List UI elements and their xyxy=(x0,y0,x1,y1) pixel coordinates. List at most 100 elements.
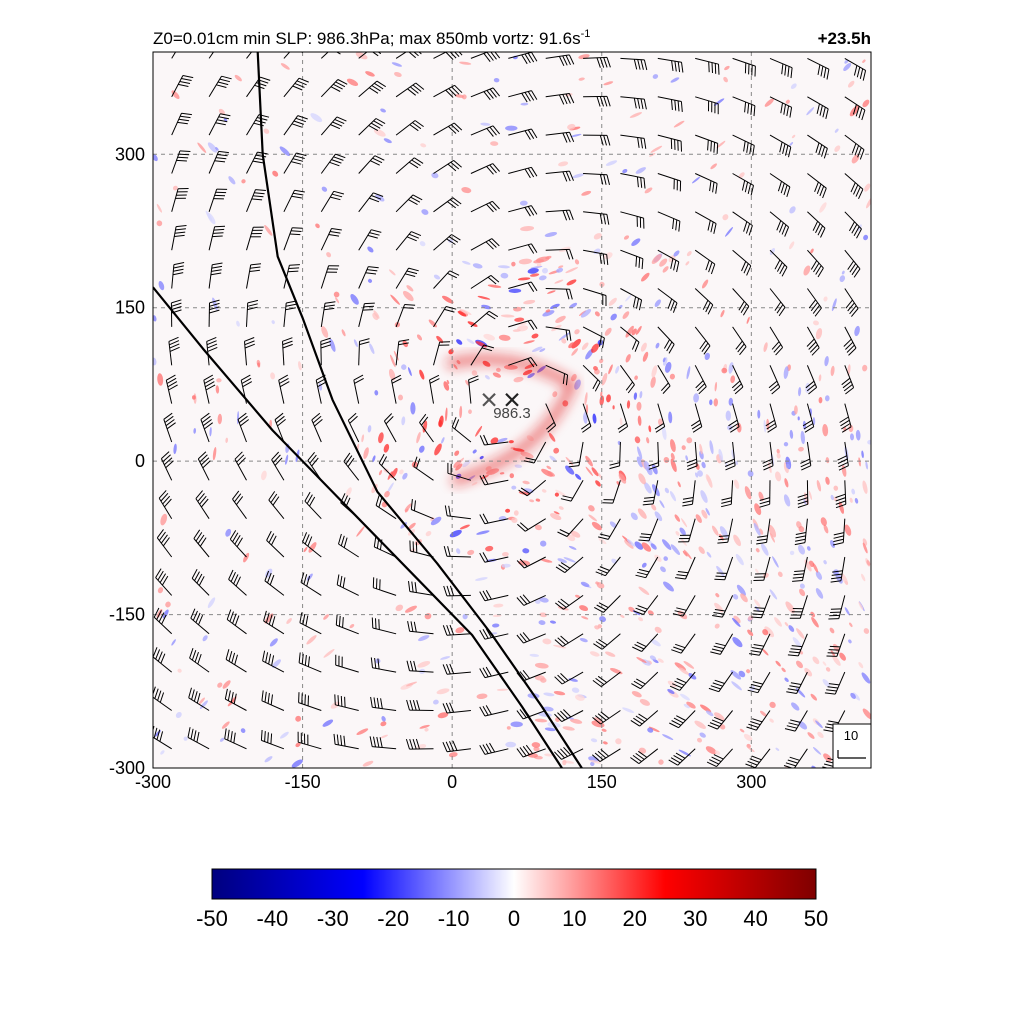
vorticity-cell xyxy=(202,635,208,642)
wind-barb xyxy=(669,710,696,729)
x-tick-label: -300 xyxy=(135,772,171,792)
vorticity-cell xyxy=(509,473,514,479)
vorticity-cell xyxy=(636,401,642,411)
wind-barb xyxy=(609,441,621,470)
vorticity-cell xyxy=(694,472,699,478)
vorticity-cell xyxy=(823,560,827,565)
wind-barb xyxy=(479,589,509,602)
vorticity-cell xyxy=(864,183,871,192)
vorticity-cell xyxy=(669,373,676,380)
vorticity-cell xyxy=(625,354,631,363)
min-slp-marker xyxy=(505,392,519,407)
vorticity-cell xyxy=(719,526,728,539)
vorticity-cell xyxy=(329,338,336,352)
vorticity-cell xyxy=(738,172,745,179)
vorticity-cell xyxy=(714,712,725,721)
wind-barb xyxy=(442,663,471,675)
colorbar-tick-label: -40 xyxy=(257,906,289,931)
vorticity-cell xyxy=(570,530,581,538)
wind-barb xyxy=(583,95,611,107)
vorticity-cell xyxy=(764,626,775,638)
vorticity-cell xyxy=(832,655,841,666)
vorticity-cell xyxy=(720,309,725,318)
vorticity-cell xyxy=(733,615,741,624)
wind-barb xyxy=(283,77,309,98)
vorticity-cell xyxy=(789,550,795,556)
vorticity-cell xyxy=(701,461,706,469)
vorticity-cell xyxy=(492,372,502,378)
vorticity-cell xyxy=(219,737,225,742)
vorticity-cell xyxy=(841,573,848,585)
vorticity-cell xyxy=(555,315,566,324)
vorticity-cell xyxy=(635,325,642,335)
colorbar-tick-label: -10 xyxy=(438,906,470,931)
vorticity-cell xyxy=(513,376,524,383)
wind-barb xyxy=(710,633,734,655)
wind-barb xyxy=(769,249,788,277)
vorticity-cell xyxy=(421,209,429,215)
vorticity-cell xyxy=(849,433,855,441)
vorticity-cell xyxy=(798,544,805,555)
vorticity-cell xyxy=(465,379,470,386)
vorticity-cell xyxy=(678,749,691,757)
vorticity-cell xyxy=(719,724,726,730)
vorticity-cell xyxy=(264,756,273,763)
vorticity-cell xyxy=(608,364,613,375)
vorticity-cell xyxy=(784,622,789,627)
vorticity-cell xyxy=(225,437,229,443)
vorticity-cell xyxy=(461,260,471,265)
wind-barb xyxy=(690,403,703,433)
wind-barb xyxy=(593,633,621,650)
vorticity-cell xyxy=(813,747,822,755)
vorticity-cell xyxy=(498,334,511,341)
vorticity-cell xyxy=(279,731,289,739)
vorticity-cell xyxy=(739,728,745,733)
wind-barb xyxy=(797,480,809,508)
vorticity-cell xyxy=(714,381,718,392)
vorticity-cell xyxy=(207,212,216,225)
vorticity-cell xyxy=(272,170,279,177)
vorticity-cell xyxy=(736,584,746,596)
vorticity-cell xyxy=(542,310,555,317)
wind-barb xyxy=(657,365,671,394)
vorticity-cell xyxy=(606,394,611,403)
vorticity-cell xyxy=(369,343,375,354)
vorticity-cell xyxy=(572,173,584,179)
vorticity-cell xyxy=(714,750,721,755)
vorticity-cell xyxy=(794,405,798,415)
vorticity-cell xyxy=(555,489,567,497)
wind-barb xyxy=(694,365,707,395)
wind-barb xyxy=(160,451,174,481)
vorticity-cell xyxy=(383,138,392,144)
wind-barb xyxy=(395,231,422,251)
vorticity-cell xyxy=(683,661,695,669)
vorticity-cell xyxy=(310,113,323,123)
vorticity-cell xyxy=(575,594,581,598)
y-tick-label: 150 xyxy=(115,298,145,318)
vorticity-cell xyxy=(681,518,688,528)
wind-barb xyxy=(657,288,678,313)
vorticity-cell xyxy=(545,255,552,260)
vorticity-cell xyxy=(833,485,839,491)
vorticity-cell xyxy=(685,455,689,461)
wind-barb xyxy=(200,412,213,443)
vorticity-cell xyxy=(356,526,365,537)
vorticity-cell xyxy=(341,329,346,337)
vorticity-cell xyxy=(772,556,779,568)
wind-barb xyxy=(429,374,440,404)
vorticity-cell xyxy=(810,693,818,701)
vorticity-cell xyxy=(541,489,547,493)
wind-barb xyxy=(479,666,509,679)
vorticity-cell xyxy=(433,274,441,280)
vorticity-cell xyxy=(534,599,541,604)
wind-barb xyxy=(395,194,423,213)
vorticity-cell xyxy=(547,471,555,477)
vorticity-cell xyxy=(440,656,451,660)
wind-barb xyxy=(844,288,859,317)
vorticity-cell xyxy=(694,720,706,729)
vorticity-cell xyxy=(728,397,734,406)
wind-barb xyxy=(769,288,786,317)
vorticity-cell xyxy=(600,391,603,397)
vorticity-cell xyxy=(862,59,866,63)
vorticity-cell xyxy=(388,368,396,381)
